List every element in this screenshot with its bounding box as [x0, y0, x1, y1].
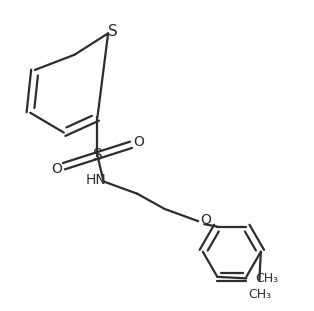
- Text: S: S: [93, 148, 102, 163]
- Text: S: S: [108, 24, 117, 39]
- Text: HN: HN: [85, 173, 106, 187]
- Text: O: O: [200, 213, 211, 227]
- Text: O: O: [133, 135, 144, 149]
- Text: CH₃: CH₃: [256, 272, 279, 285]
- Text: O: O: [51, 162, 62, 176]
- Text: CH₃: CH₃: [248, 288, 271, 301]
